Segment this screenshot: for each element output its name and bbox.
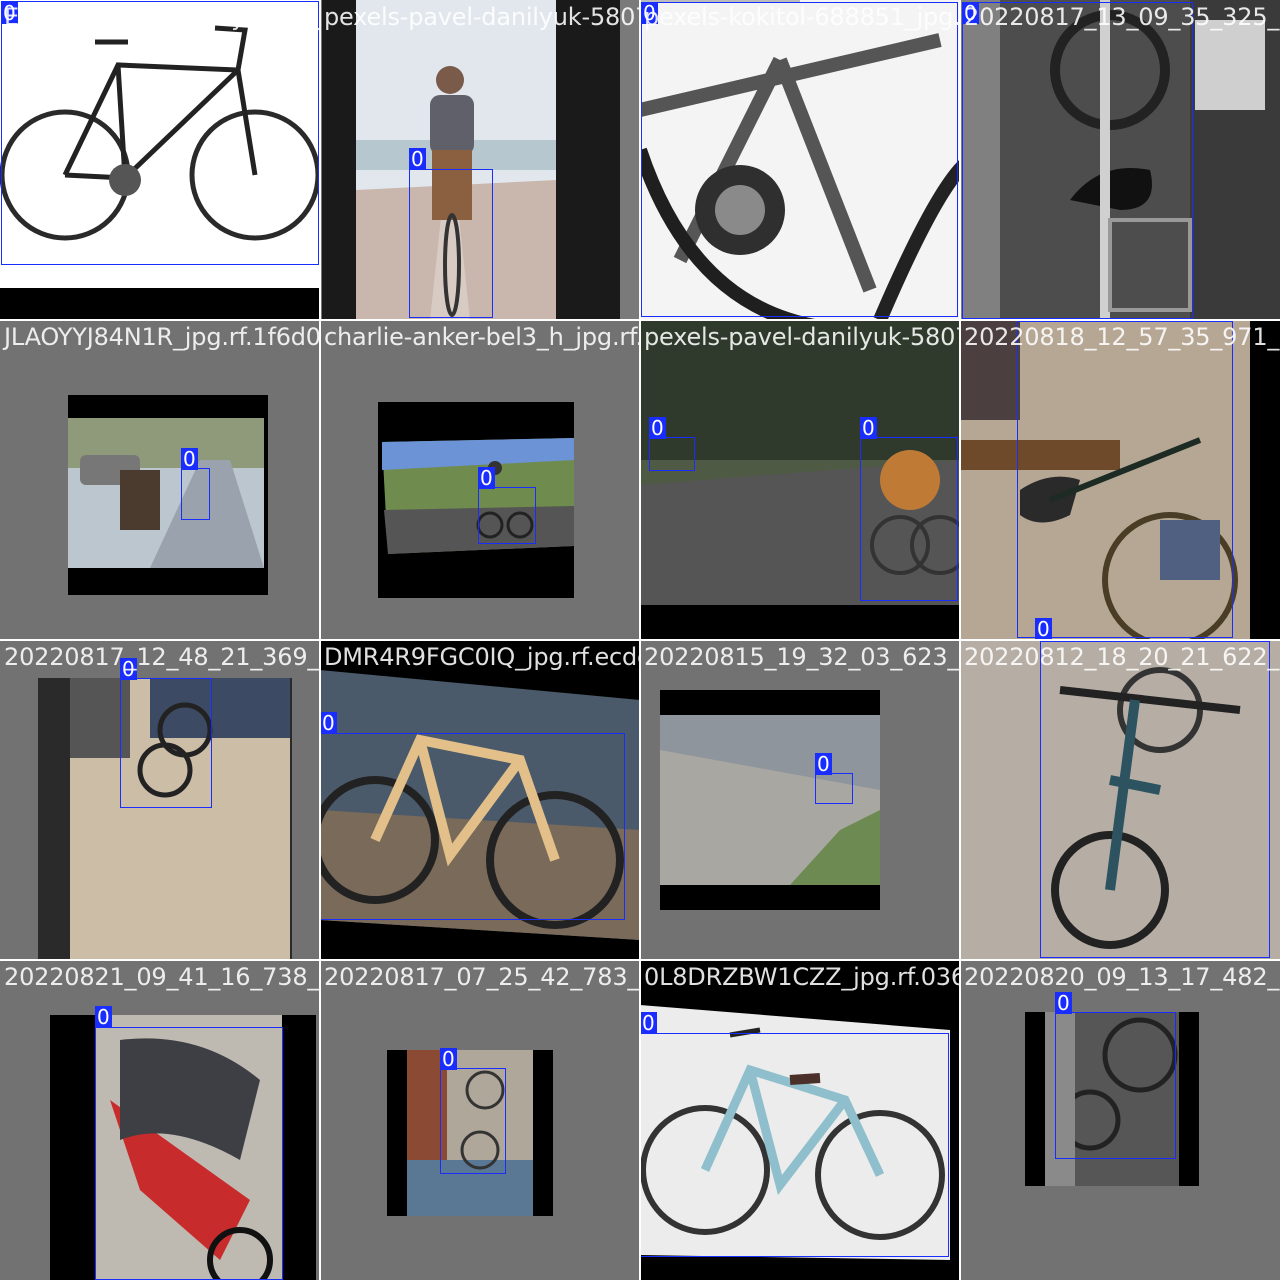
tile-11-image (640, 640, 960, 960)
tile-filename: DMR4R9FGC0IQ_jpg.rf.ecdc2e28fa6e3e4b5d4d… (324, 643, 640, 671)
class-label: 0 (1, 1, 18, 25)
tile-1: 0 E3GIHAPKBIQ4_grayscale_jpg.rf.bf6fe3e2… (0, 0, 320, 320)
bbox (1, 1, 319, 265)
tile-filename: pexels-pavel-danilyuk-5807604_jpg.rf.a5 (644, 323, 960, 351)
class-label: 0 (120, 657, 137, 681)
tile-4: 0 20220817_13_09_35_325_000_2mD41YCjkrd5… (960, 0, 1280, 320)
tile-filename: pexels-pavel-danilyuk-5807604_jpg.rf.03e… (324, 3, 640, 31)
tile-3: 0 pexels-kokitol-688851_jpg.rf.143f8fbb6… (640, 0, 960, 320)
tile-2-image (320, 0, 640, 320)
tile-13-image (0, 960, 320, 1280)
tile-1-image (0, 0, 320, 320)
tile-12-image (960, 640, 1280, 960)
bbox (1017, 321, 1233, 638)
class-label: 0 (640, 1011, 657, 1035)
bbox (95, 1027, 283, 1280)
tile-filename: 20220812_18_20_21_622_000_oz59pFEB8WWkqC… (964, 643, 1280, 671)
tile-16: 0 20220820_09_13_17_482_000_wGNPbdGhmqjZ… (960, 960, 1280, 1280)
bbox (1055, 1012, 1176, 1159)
class-label: 0 (440, 1047, 457, 1071)
grid-divider (0, 959, 1280, 961)
bbox (320, 733, 625, 920)
class-label: 0 (409, 147, 426, 171)
tile-12: 20220812_18_20_21_622_000_oz59pFEB8WWkqC… (960, 640, 1280, 960)
tile-filename: JLAOYYJ84N1R_jpg.rf.1f6d07bb135e1cb1b4f8… (4, 323, 320, 351)
bbox (649, 437, 695, 471)
tile-filename: 20220815_19_32_03_623_000_ozM9kDDlAhQtYf… (644, 643, 960, 671)
class-label: 0 (641, 1, 658, 25)
tile-5: 0 JLAOYYJ84N1R_jpg.rf.1f6d07bb135e1cb1b4… (0, 320, 320, 640)
tile-filename: 20220817_07_25_42_783_000_gBtCtfa3LMRM82… (324, 963, 640, 991)
bbox (641, 2, 958, 317)
tile-9-image (0, 640, 320, 960)
class-label: 0 (815, 752, 832, 776)
tile-filename: 20220818_12_57_35_971_000_kDfmwQwA09aDJV… (964, 323, 1280, 351)
class-label: 0 (860, 416, 877, 440)
tile-filename: E3GIHAPKBIQ4_grayscale_jpg.rf.bf6fe3e2de… (4, 3, 320, 31)
tile-6: 0 charlie-anker-bel3_h_jpg.rf.ae5b3e4d81… (320, 320, 640, 640)
bbox (640, 1033, 949, 1257)
class-label: 0 (1055, 991, 1072, 1015)
tile-filename: 20220817_12_48_21_369_000_XkRyNjG0dGgjpT… (4, 643, 320, 671)
class-label: 0 (320, 711, 337, 735)
tile-9: 0 20220817_12_48_21_369_000_XkRyNjG0dGgj… (0, 640, 320, 960)
class-label: 0 (962, 1, 979, 25)
tile-filename: 20220821_09_41_16_738_000_RWoE6Ti3CkQhMf… (4, 963, 320, 991)
class-label: 0 (478, 466, 495, 490)
class-label: 0 (1035, 617, 1052, 640)
bbox (860, 437, 958, 601)
class-label: 0 (181, 447, 198, 471)
tile-filename: charlie-anker-bel3_h_jpg.rf.ae5b3e4d8133… (324, 323, 640, 351)
tile-4-image (960, 0, 1280, 320)
bbox (1040, 641, 1270, 958)
tile-13: 0 20220821_09_41_16_738_000_RWoE6Ti3CkQh… (0, 960, 320, 1280)
bbox (120, 678, 212, 808)
bbox (478, 487, 536, 544)
bbox (181, 468, 210, 520)
tile-15: 0 0L8DRZBW1CZZ_jpg.rf.03650e248a3c6e1e00… (640, 960, 960, 1280)
bbox (815, 773, 853, 804)
tile-15-image (640, 960, 960, 1280)
tile-7-image (640, 320, 960, 640)
tile-3-image (640, 0, 960, 320)
tile-2: 0 pexels-pavel-danilyuk-5807604_jpg.rf.0… (320, 0, 640, 320)
tile-10-image (320, 640, 640, 960)
bbox (962, 2, 1193, 319)
tile-8: 0 0 20220818_12_57_35_971_000_kDfmwQwA09… (960, 320, 1280, 640)
tile-filename: pexels-kokitol-688851_jpg.rf.143f8fbb6a2… (644, 3, 960, 31)
tile-14-image (320, 960, 640, 1280)
tile-14: 0 20220817_07_25_42_783_000_gBtCtfa3LMRM… (320, 960, 640, 1280)
tile-8-image (960, 320, 1280, 640)
bbox (409, 169, 493, 318)
bbox (440, 1068, 506, 1174)
class-label: 0 (649, 416, 666, 440)
tile-5-image (0, 320, 320, 640)
tile-10: 0 DMR4R9FGC0IQ_jpg.rf.ecdc2e28fa6e3e4b5d… (320, 640, 640, 960)
tile-11: 0 20220815_19_32_03_623_000_ozM9kDDlAhQt… (640, 640, 960, 960)
tile-16-image (960, 960, 1280, 1280)
tile-7: 0 0 pexels-pavel-danilyuk-5807604_jpg.rf… (640, 320, 960, 640)
class-label: 0 (1017, 320, 1034, 322)
grid-divider (0, 319, 1280, 321)
tile-filename: 0L8DRZBW1CZZ_jpg.rf.03650e248a3c6e1e00f0… (644, 963, 960, 991)
tile-filename: 20220820_09_13_17_482_000_wGNPbdGhmqjZZD… (964, 963, 1280, 991)
class-label: 0 (95, 1005, 112, 1029)
grid-divider (0, 639, 1280, 641)
tile-filename: 20220817_13_09_35_325_000_2mD41YCjkrd59D… (964, 3, 1280, 31)
